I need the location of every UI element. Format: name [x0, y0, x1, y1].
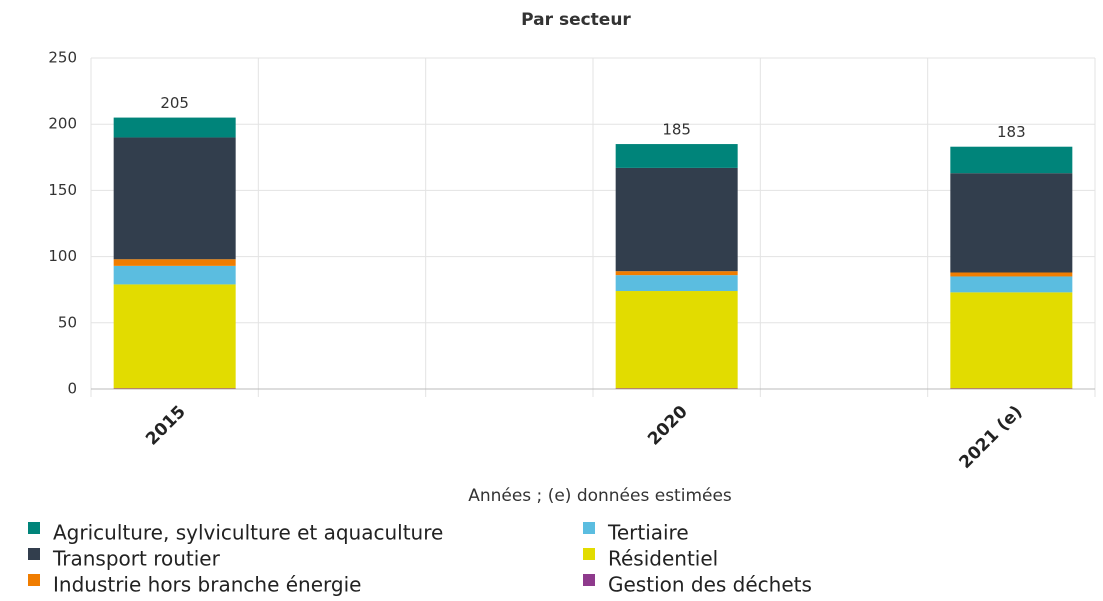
legend-swatch [583, 574, 595, 586]
bar-segment [950, 272, 1073, 277]
x-tick-label: 2015 [142, 402, 190, 450]
bar-segment [950, 292, 1073, 389]
x-tick-label: 2021 (e) [955, 402, 1026, 473]
bar-segment [950, 146, 1073, 174]
y-tick-label: 200 [48, 115, 77, 133]
bar-segment [615, 167, 738, 272]
bar-segment [615, 275, 738, 292]
legend-swatch [583, 548, 595, 560]
legend-swatch [583, 522, 595, 534]
bar-segment [113, 117, 236, 138]
bar-segment [113, 265, 236, 285]
y-tick-label: 100 [48, 247, 77, 265]
bar-segment [113, 284, 236, 389]
bar-segment [615, 388, 738, 389]
bar-segment [113, 259, 236, 266]
legend-swatch [28, 522, 40, 534]
y-tick-label: 0 [67, 380, 77, 398]
bar-segment [950, 276, 1073, 293]
total-label: 205 [160, 94, 189, 112]
total-label: 183 [997, 123, 1026, 141]
bar-segment [615, 291, 738, 389]
total-label: 185 [662, 121, 691, 139]
y-tick-label: 150 [48, 181, 77, 199]
y-tick-label: 250 [48, 49, 77, 67]
y-tick-label: 50 [58, 313, 77, 331]
legend-swatch [28, 574, 40, 586]
bar-segment [113, 388, 236, 389]
bar-segment [950, 173, 1073, 273]
chart-title: Par secteur [521, 10, 631, 30]
legend-swatch [28, 548, 40, 560]
legend-label: Gestion des déchets [608, 573, 812, 597]
bar-segment [615, 271, 738, 276]
legend-label: Tertiaire [607, 521, 689, 545]
legend-label: Industrie hors branche énergie [53, 573, 361, 597]
bar-segment [950, 388, 1073, 389]
legend-label: Agriculture, sylviculture et aquaculture [53, 521, 443, 545]
bar-segment [615, 144, 738, 168]
x-tick-label: 2020 [644, 402, 692, 450]
legend-label: Transport routier [52, 547, 221, 571]
legend-label: Résidentiel [608, 547, 718, 571]
x-axis-label: Années ; (e) données estimées [468, 486, 732, 506]
bar-segment [113, 137, 236, 260]
